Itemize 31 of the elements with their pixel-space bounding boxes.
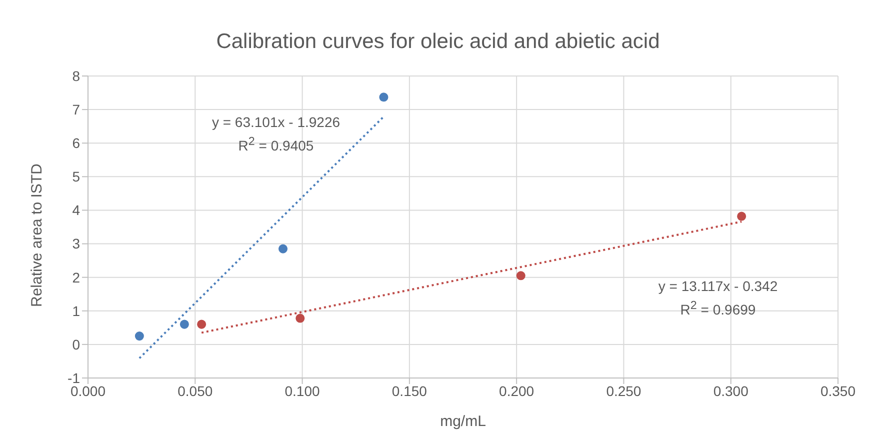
annotation: R$^{2}$ = 0.9405 bbox=[238, 134, 314, 154]
annotation: R$^{2}$ = 0.9699 bbox=[680, 298, 756, 318]
point bbox=[134, 332, 144, 341]
y-tick-label: 6 bbox=[72, 135, 80, 152]
y-tick-label: 7 bbox=[72, 102, 80, 118]
point bbox=[278, 244, 288, 254]
point bbox=[197, 320, 206, 329]
x-tick-label: 0.050 bbox=[178, 382, 213, 399]
point bbox=[379, 92, 388, 102]
x-tick-label: 0.100 bbox=[284, 382, 320, 399]
point bbox=[737, 212, 746, 221]
annotation: y = 63.101x - 1.9226 bbox=[212, 114, 340, 130]
annotation: y = 13.117x - 0.342 bbox=[658, 278, 778, 294]
y-tick-label: 0 bbox=[72, 336, 80, 352]
y-tick-label: 5 bbox=[72, 168, 80, 185]
point bbox=[296, 314, 305, 323]
chart-title: Calibration curves for oleic acid and abietic acid bbox=[215, 29, 661, 55]
y-tick-label: 8 bbox=[72, 68, 80, 84]
x-tick-label: 0.300 bbox=[713, 382, 749, 399]
point bbox=[180, 320, 189, 329]
x-tick-label: 0.250 bbox=[606, 382, 642, 399]
x-tick-label: 0.350 bbox=[820, 382, 856, 399]
point bbox=[516, 271, 526, 280]
y-tick-label: 1 bbox=[72, 302, 80, 319]
y-tick-label: 4 bbox=[72, 202, 80, 218]
y-tick-label: 2 bbox=[72, 269, 80, 286]
x-tick-label: 0.150 bbox=[392, 382, 428, 399]
x-axis-title: mg/mL bbox=[440, 413, 486, 430]
y-axis-title: Relative area to ISTD bbox=[28, 163, 46, 307]
x-tick-label: 0.200 bbox=[499, 382, 534, 399]
y-tick-label: 3 bbox=[72, 236, 80, 252]
